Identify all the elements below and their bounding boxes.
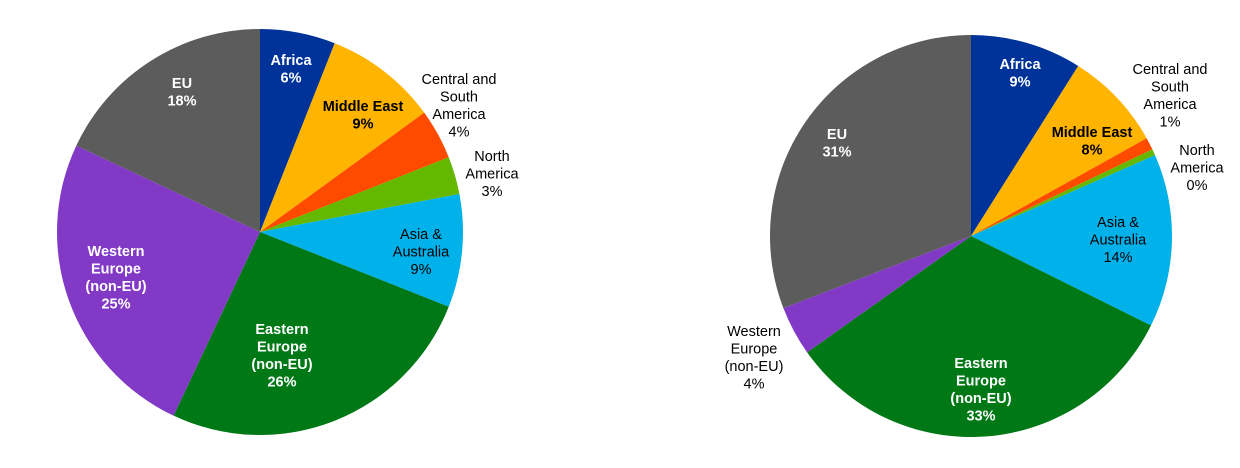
slice-label-eu: EU 31%	[822, 127, 851, 161]
pie-slice-asia-and-australia	[971, 155, 1172, 326]
pie-slice-eu	[76, 29, 261, 232]
slice-label-eu: EU 18%	[167, 76, 196, 110]
pie-slice-middle-east	[971, 65, 1147, 236]
pie-chart-2: Africa 9% Middle East 8%Central and South Ame…	[725, 35, 1225, 438]
slice-label-north-america: North America 0%	[1170, 143, 1224, 194]
pie-slice-eastern-europe-non-eu	[807, 236, 1152, 438]
pie-slice-africa	[971, 35, 1079, 236]
slice-label-asia-and-australia: Asia & Australia 9%	[393, 227, 450, 278]
slice-label-middle-east: Middle East 8%	[1052, 125, 1133, 159]
pie-slice-central-and-south-america	[971, 138, 1153, 236]
pie-slice-africa	[260, 29, 335, 232]
slice-label-africa: Africa 6%	[270, 53, 312, 87]
pie-slice-north-america	[260, 157, 460, 232]
pie-slice-eu	[769, 35, 971, 309]
pie-slice-middle-east	[260, 43, 425, 233]
pie-slice-asia-and-australia	[260, 193, 463, 307]
slice-label-western-europe-non-eu: Western Europe (non-EU) 4%	[725, 324, 784, 393]
pie-slice-central-and-south-america	[260, 112, 449, 232]
slice-label-africa: Africa 9%	[999, 57, 1041, 91]
pie-slice-north-america	[971, 149, 1156, 236]
slice-label-central-and-south-america: Central and South America 4%	[422, 72, 497, 141]
pie-slice-western-europe-non-eu	[783, 236, 971, 353]
slice-label-central-and-south-america: Central and South America 1%	[1133, 62, 1208, 131]
slice-label-eastern-europe-non-eu: Eastern Europe (non-EU) 33%	[950, 356, 1011, 425]
pie-slice-eastern-europe-non-eu	[173, 232, 449, 435]
pie-slice-western-europe-non-eu	[56, 145, 260, 416]
slice-label-western-europe-non-eu: Western Europe (non-EU) 25%	[85, 244, 146, 313]
slice-label-eastern-europe-non-eu: Eastern Europe (non-EU) 26%	[251, 322, 312, 391]
slice-label-asia-and-australia: Asia & Australia 14%	[1090, 215, 1147, 266]
slice-label-north-america: North America 3%	[465, 149, 519, 200]
pie-chart-1: Africa 6% Middle East 9% Central and South Ame…	[56, 29, 520, 435]
slice-label-middle-east: Middle East 9%	[323, 99, 404, 133]
